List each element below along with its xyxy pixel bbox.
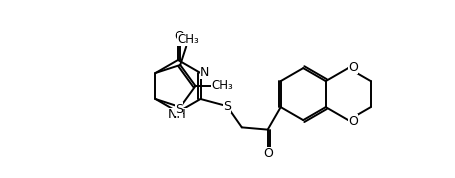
Text: CH₃: CH₃: [177, 33, 199, 46]
Text: O: O: [349, 115, 358, 128]
Text: CH₃: CH₃: [211, 80, 233, 93]
Text: N: N: [200, 66, 209, 78]
Text: O: O: [263, 147, 273, 160]
Text: S: S: [223, 100, 231, 112]
Text: O: O: [349, 61, 358, 74]
Text: NH: NH: [167, 109, 187, 122]
Text: S: S: [175, 103, 183, 116]
Text: O: O: [174, 30, 184, 43]
